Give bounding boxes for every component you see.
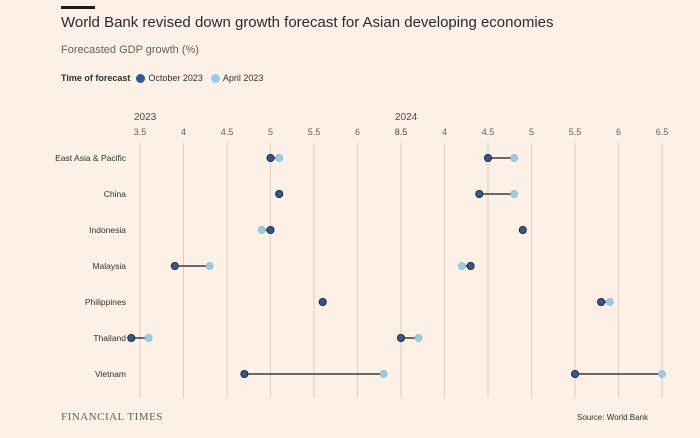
x-tick-label: 5.5 — [308, 127, 321, 137]
april-2023-point — [510, 190, 518, 198]
october-2023-point — [475, 189, 484, 198]
october-2023-point — [396, 333, 405, 342]
category-label: Indonesia — [89, 225, 126, 235]
x-tick-label: 4.5 — [482, 127, 495, 137]
legend-label-april: April 2023 — [222, 73, 264, 83]
october-2023-point — [266, 153, 275, 162]
category-label: Vietnam — [95, 369, 126, 379]
october-2023-point — [518, 225, 527, 234]
legend-swatch-april — [210, 73, 220, 83]
header-rule — [61, 6, 95, 9]
category-label: China — [104, 189, 126, 199]
x-tick-label: 5 — [529, 127, 534, 137]
april-2023-point — [457, 262, 466, 270]
category-label: East Asia & Pacific — [55, 153, 127, 163]
april-2023-point — [605, 298, 614, 306]
april-2023-point — [414, 334, 423, 342]
april-2023-point — [510, 154, 518, 162]
april-2023-point — [144, 334, 153, 342]
category-label: Philippines — [85, 297, 126, 307]
chart-title: World Bank revised down growth forecast … — [61, 14, 554, 31]
october-2023-point — [571, 369, 580, 378]
october-2023-point — [483, 153, 492, 162]
april-2023-point — [658, 370, 666, 378]
october-2023-point — [127, 333, 136, 342]
legend: Time of forecast October 2023 April 2023 — [61, 73, 271, 83]
legend-item-april: April 2023 — [210, 73, 264, 83]
april-2023-point — [257, 226, 266, 234]
x-tick-label: 6.5 — [656, 127, 669, 137]
april-2023-point — [275, 154, 284, 162]
x-tick-label: 4 — [181, 127, 186, 137]
legend-label-october: October 2023 — [148, 73, 203, 83]
october-2023-point — [597, 297, 606, 306]
ft-logo: FINANCIAL TIMES — [61, 411, 163, 423]
legend-title: Time of forecast — [61, 73, 131, 83]
x-tick-label: 4.5 — [221, 127, 234, 137]
october-2023-point — [318, 297, 327, 306]
x-tick-label: 3.5 — [395, 127, 408, 137]
x-tick-label: 3.5 — [134, 127, 147, 137]
october-2023-point — [275, 189, 284, 198]
x-tick-label: 6.5 — [395, 127, 408, 137]
panel-year-label-2024: 2024 — [395, 112, 418, 123]
legend-item-october: October 2023 — [136, 73, 203, 83]
x-tick-label: 5.5 — [569, 127, 582, 137]
legend-swatch-october — [136, 73, 146, 83]
april-2023-point — [205, 262, 214, 270]
chart-subtitle: Forecasted GDP growth (%) — [61, 44, 199, 56]
source-note: Source: World Bank — [577, 413, 648, 422]
october-2023-point — [240, 369, 249, 378]
x-tick-label: 5 — [268, 127, 273, 137]
category-label: Malaysia — [92, 261, 126, 271]
category-label: Thailand — [93, 333, 126, 343]
october-2023-point — [266, 225, 275, 234]
october-2023-point — [170, 261, 179, 270]
panel-year-label-2023: 2023 — [134, 112, 157, 123]
x-tick-label: 6 — [616, 127, 621, 137]
october-2023-point — [466, 261, 475, 270]
x-tick-label: 4 — [442, 127, 447, 137]
april-2023-point — [379, 370, 388, 378]
x-tick-label: 6 — [355, 127, 360, 137]
